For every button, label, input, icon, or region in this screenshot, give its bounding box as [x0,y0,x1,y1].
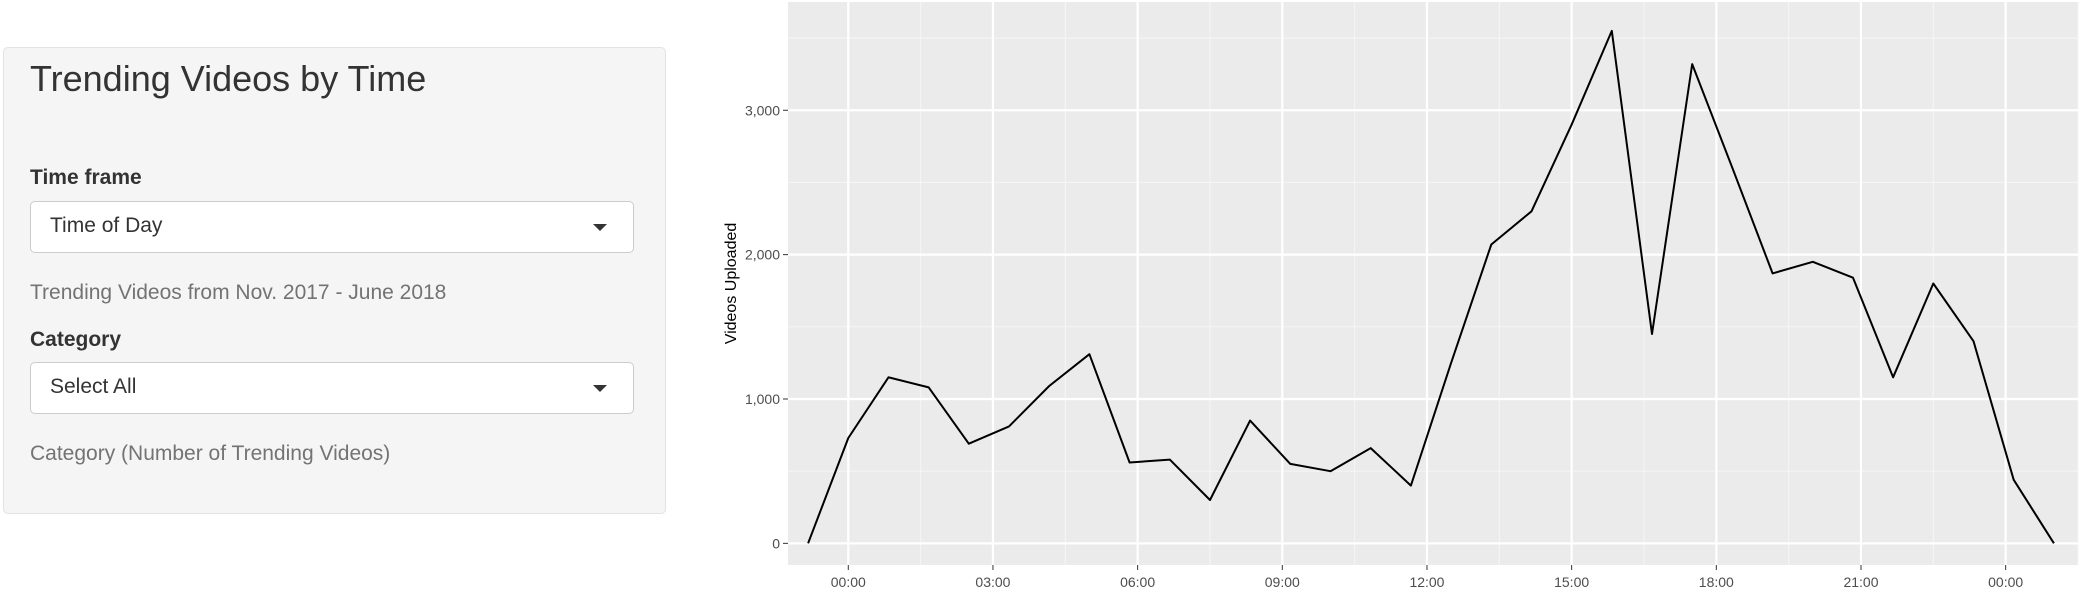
time-frame-help-text: Trending Videos from Nov. 2017 - June 20… [30,281,447,304]
time-frame-label: Time frame [30,166,142,189]
series-group [807,29,2055,544]
x-tick-labels: 00:00 03:00 06:00 09:00 12:00 15:00 18:00 21:00… [831,565,2023,590]
x-tick-label: 15:00 [1554,574,1589,590]
chevron-down-icon [593,385,607,392]
panel-title: Trending Videos by Time [30,58,427,99]
x-tick-label: 21:00 [1843,574,1878,590]
y-tick-label: 2,000 [745,247,780,263]
y-tick-label: 3,000 [745,102,780,118]
time-frame-select[interactable]: Time of Day [30,201,634,253]
major-gridlines [788,2,2078,565]
x-tick-label: 12:00 [1409,574,1444,590]
category-select[interactable]: Select All [30,362,634,414]
x-tick-label: 03:00 [975,574,1010,590]
y-tick-label: 1,000 [745,391,780,407]
category-label: Category [30,328,122,351]
y-tick-labels: 0 1,000 2,000 3,000 [745,102,788,551]
series-line [807,29,2055,544]
x-tick-label: 09:00 [1265,574,1300,590]
category-selected-value: Select All [50,375,137,398]
minor-gridlines [788,2,2079,565]
category-help-text: Category (Number of Trending Videos) [30,442,391,465]
y-tick-label: 0 [772,535,780,551]
x-tick-label: 00:00 [831,574,866,590]
time-frame-selected-value: Time of Day [50,214,163,237]
x-tick-label: 00:00 [1988,574,2023,590]
x-tick-label: 18:00 [1699,574,1734,590]
sidebar-panel [3,47,666,514]
y-axis-label: Videos Uploaded [723,223,740,345]
plot-panel [788,2,2078,565]
chevron-down-icon [593,224,607,231]
x-tick-label: 06:00 [1120,574,1155,590]
